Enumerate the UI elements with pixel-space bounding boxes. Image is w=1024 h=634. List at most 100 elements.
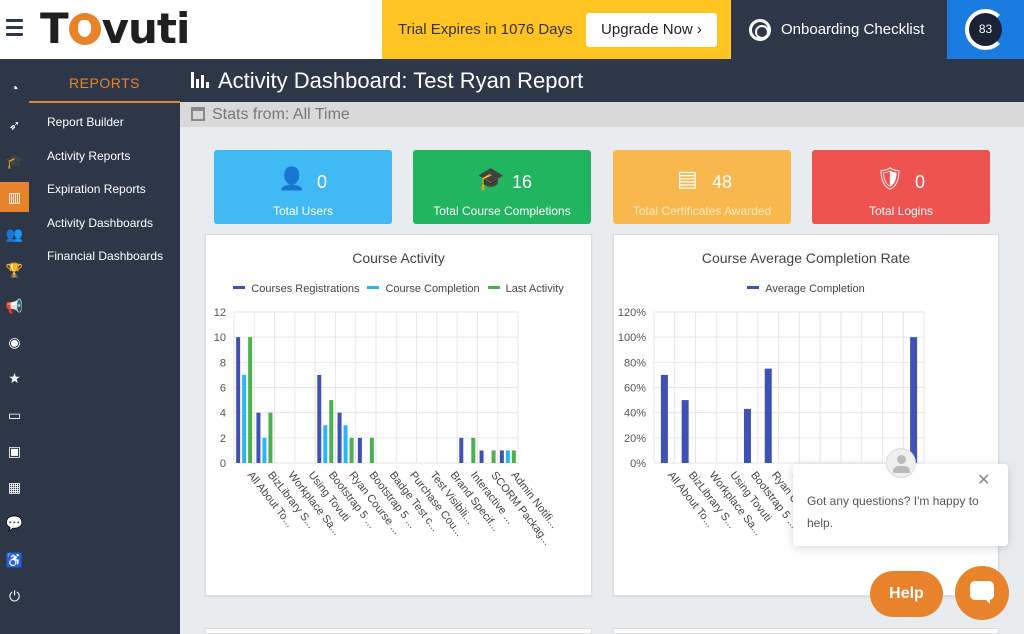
trial-text: Trial Expires in 1076 Days (398, 21, 573, 38)
bar[interactable] (471, 437, 476, 463)
legend-label: Course Completion (385, 283, 480, 295)
bar[interactable] (337, 412, 342, 463)
bar[interactable] (660, 374, 668, 463)
bar[interactable] (479, 450, 484, 463)
completion-rate-legend: Average Completion (614, 283, 998, 295)
stat-value: 16 (512, 172, 533, 192)
stat-card-total-certificates-awarded[interactable]: ▤ 48 Total Certificates Awarded (613, 150, 791, 224)
legend-item[interactable]: Course Completion (367, 283, 480, 295)
course-activity-panel: 0 2 4 6 8 10 12 All About To... BizLibrary S... W… (205, 234, 592, 596)
legend-swatch (233, 286, 246, 289)
certificate-icon: ▤ (677, 166, 698, 191)
onboarding-checklist-button[interactable]: Onboarding Checklist (731, 0, 947, 59)
bar[interactable] (491, 450, 496, 463)
bar[interactable] (349, 437, 354, 463)
calendar-icon[interactable]: ▦ (7, 479, 22, 495)
bar[interactable] (262, 437, 267, 463)
accessibility-icon[interactable]: ♿ (5, 552, 24, 568)
stat-value: 48 (712, 172, 733, 192)
shield-check-icon: 🛡 (876, 166, 904, 191)
y-tick-label: 80% (624, 357, 646, 369)
bar[interactable] (764, 368, 772, 463)
y-tick-label: 0 (220, 458, 226, 470)
y-tick-label: 4 (220, 408, 226, 420)
stats-range-bar: Stats from: All Time (180, 102, 1024, 127)
chat-icon[interactable]: 💬 (5, 515, 24, 531)
stat-card-total-logins[interactable]: 🛡 0 Total Logins (812, 150, 990, 224)
nav-item-activity-reports[interactable]: Activity Reports (47, 149, 131, 163)
bar[interactable] (369, 437, 374, 463)
bar[interactable] (329, 400, 334, 463)
reports-nav-panel: REPORTS Report Builder Activity Reports … (29, 59, 180, 634)
graduation-cap-icon[interactable]: 🎓 (5, 153, 24, 169)
upgrade-now-button[interactable]: Upgrade Now › (586, 13, 717, 47)
lifebuoy-icon (749, 19, 771, 41)
bar-chart-icon[interactable]: ▥ (0, 182, 29, 212)
page-title: Activity Dashboard: Test Ryan Report (218, 68, 584, 93)
y-tick-label: 100% (618, 332, 646, 344)
megaphone-icon[interactable]: 📢 (5, 298, 24, 314)
rocket-icon[interactable]: ➶ (8, 117, 21, 133)
content-header: Activity Dashboard: Test Ryan Report (180, 59, 1024, 102)
users-icon[interactable]: 👥 (5, 226, 24, 242)
bar[interactable] (268, 412, 273, 463)
bar[interactable] (743, 408, 751, 463)
bar[interactable] (248, 337, 253, 463)
stat-label: Total Users (272, 204, 334, 218)
nav-item-activity-dashboards[interactable]: Activity Dashboards (47, 216, 154, 230)
legend-item[interactable]: Courses Registrations (233, 283, 359, 295)
graduation-cap-icon: 🎓 (477, 166, 505, 191)
users-icon: 👤 (278, 166, 306, 191)
nav-item-financial-dashboards[interactable]: Financial Dashboards (47, 249, 164, 263)
bar-chart-icon (191, 72, 210, 88)
bar[interactable] (317, 374, 322, 463)
bar[interactable] (505, 450, 510, 463)
rss-icon[interactable]: ◉ (8, 334, 21, 350)
bar[interactable] (236, 337, 241, 463)
onboarding-progress[interactable]: 83 (947, 0, 1024, 59)
power-icon[interactable]: ⏻ (8, 588, 21, 604)
hamburger-menu-icon[interactable] (6, 19, 23, 36)
legend-item[interactable]: Average Completion (747, 283, 865, 295)
nav-divider (29, 101, 180, 103)
y-tick-label: 120% (618, 307, 646, 319)
nav-item-expiration-reports[interactable]: Expiration Reports (47, 182, 146, 196)
contact-card-icon[interactable]: ▣ (7, 443, 22, 459)
stats-range-text: Stats from: All Time (212, 106, 350, 123)
progress-ring: 83 (965, 9, 1006, 50)
bar[interactable] (459, 437, 464, 463)
stat-card-total-users[interactable]: 👤 0 Total Users (214, 150, 392, 224)
bar[interactable] (357, 437, 362, 463)
nav-item-report-builder[interactable]: Report Builder (47, 115, 124, 129)
legend-item[interactable]: Last Activity (487, 283, 564, 295)
y-tick-label: 0% (630, 458, 646, 470)
stat-label: Total Course Completions (433, 204, 571, 218)
course-activity-title: Course Activity (352, 250, 445, 266)
trial-banner: Trial Expires in 1076 Days Upgrade Now › (382, 0, 731, 59)
y-tick-label: 6 (220, 383, 226, 395)
bar[interactable] (343, 425, 348, 463)
y-tick-label: 40% (624, 408, 646, 420)
dashboard-icon[interactable]: ◔ (10, 80, 19, 96)
y-tick-label: 60% (624, 383, 646, 395)
bar[interactable] (499, 450, 504, 463)
y-tick-label: 2 (220, 433, 226, 445)
close-icon[interactable]: ✕ (977, 472, 991, 489)
help-button[interactable]: Help (870, 571, 943, 617)
star-icon[interactable]: ★ (8, 370, 21, 386)
nav-title: REPORTS (69, 75, 140, 91)
chat-launcher-button[interactable] (955, 566, 1009, 620)
bar[interactable] (511, 450, 516, 463)
credit-card-icon[interactable]: ▭ (7, 407, 22, 423)
y-tick-label: 12 (214, 307, 226, 319)
bar[interactable] (323, 425, 328, 463)
bar[interactable] (256, 412, 261, 463)
bar[interactable] (910, 337, 918, 463)
trophy-icon[interactable]: 🏆 (5, 262, 24, 278)
bar[interactable] (681, 400, 689, 463)
stat-card-total-course-completions[interactable]: 🎓 16 Total Course Completions (413, 150, 591, 224)
completion-rate-title: Course Average Completion Rate (701, 250, 911, 266)
bar[interactable] (242, 374, 247, 463)
